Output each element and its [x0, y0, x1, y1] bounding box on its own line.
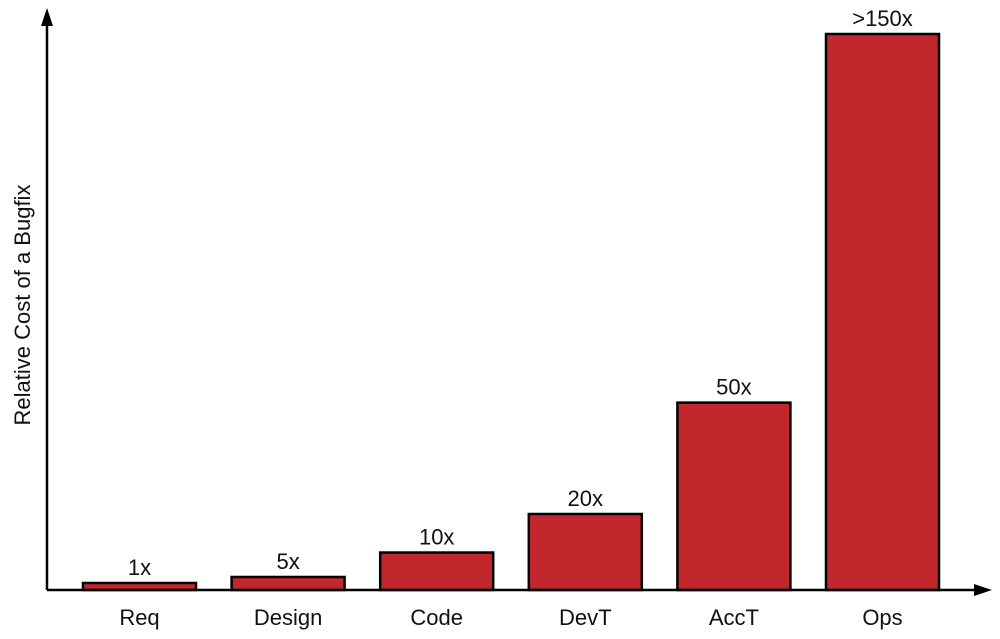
- x-axis-arrow: [974, 584, 992, 596]
- y-axis-arrow: [41, 8, 53, 26]
- x-tick-label-req: Req: [119, 605, 159, 630]
- x-tick-label-design: Design: [254, 605, 322, 630]
- x-tick-label-devt: DevT: [559, 605, 612, 630]
- x-tick-label-ops: Ops: [862, 605, 902, 630]
- bar-design: [230, 575, 346, 592]
- data-label-design: 5x: [276, 549, 299, 574]
- bar-ops: [824, 32, 941, 592]
- data-label-acct: 50x: [716, 375, 751, 400]
- bar-devt: [527, 512, 644, 592]
- x-tick-label-acct: AccT: [709, 605, 759, 630]
- data-label-code: 10x: [419, 525, 454, 550]
- x-tick-label-code: Code: [410, 605, 463, 630]
- data-labels-layer: 1x 5x 10x 20x 50x >150x: [128, 6, 913, 580]
- data-label-req: 1x: [128, 555, 151, 580]
- bars-layer: [81, 32, 941, 592]
- bar-acct: [676, 401, 792, 592]
- data-label-devt: 20x: [568, 486, 603, 511]
- bar-code: [378, 551, 495, 592]
- y-axis-title: Relative Cost of a Bugfix: [10, 185, 35, 426]
- x-tick-labels-layer: Req Design Code DevT AccT Ops: [119, 605, 902, 630]
- data-label-ops: >150x: [852, 6, 913, 31]
